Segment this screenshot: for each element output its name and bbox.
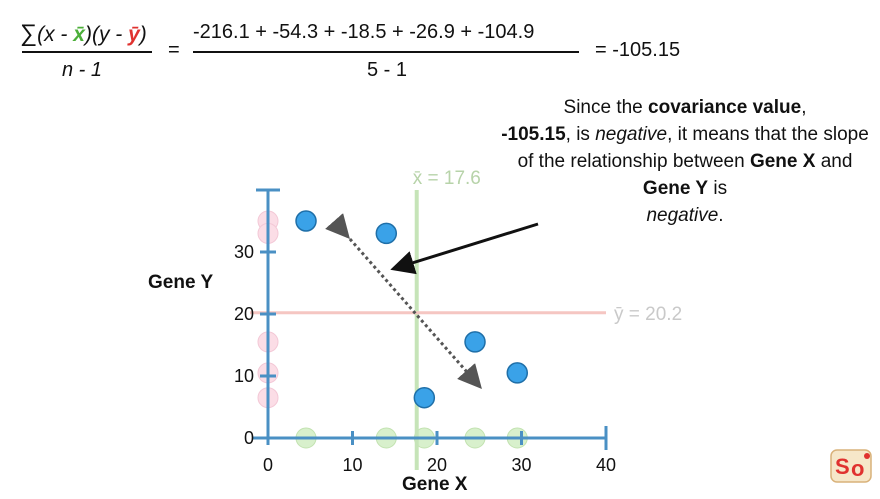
data-point — [506, 362, 529, 384]
y-bar-symbol: ȳ — [128, 23, 140, 46]
y-tick-label: 10 — [234, 366, 254, 386]
trend-arrow — [325, 213, 482, 390]
x-tick-label: 20 — [427, 455, 447, 475]
data-points — [295, 210, 529, 409]
sigma-symbol: ∑ — [20, 20, 38, 47]
equals-sign: = — [168, 39, 180, 61]
data-point — [464, 331, 486, 353]
note-text: is — [708, 178, 728, 199]
note-bold: Gene X — [749, 151, 816, 172]
note-italic: negative — [595, 124, 668, 145]
x-tick-label: 40 — [596, 455, 616, 475]
data-point — [375, 222, 398, 245]
fraction-bar-right — [193, 51, 579, 53]
note-text: , is — [565, 124, 596, 145]
data-point — [295, 210, 317, 232]
x-tick-label: 10 — [342, 455, 362, 475]
note-text: , it means that the slope of the relatio… — [517, 124, 869, 172]
data-point — [413, 386, 436, 409]
note-bold: covariance value — [648, 97, 802, 118]
formula-denominator-right: 5 - 1 — [367, 59, 408, 81]
explanation-note: Since the covariance value, -105.15, is … — [500, 94, 870, 229]
y-tick-label: 20 — [234, 304, 254, 324]
note-text: Since the — [563, 97, 649, 118]
formula-numerator-right: -216.1 + -54.3 + -18.5 + -26.9 + -104.9 — [193, 21, 535, 43]
note-bold: -105.15 — [501, 124, 566, 145]
note-text: and — [815, 151, 853, 172]
x-bar-symbol: x̄ — [73, 23, 85, 46]
formula-result: = -105.15 — [595, 39, 681, 61]
axes — [252, 188, 608, 450]
fraction-bar-left — [22, 51, 152, 53]
tick-labels: 0 10 20 30 40 0 10 20 30 — [234, 242, 616, 475]
x-tick-label: 0 — [263, 455, 273, 475]
y-tick-label: 0 — [244, 428, 254, 448]
svg-text:S: S — [835, 454, 850, 479]
x-mean-label: x̄ = 17.6 — [413, 168, 481, 189]
formula-part: ) — [139, 23, 147, 46]
formula-numerator-left: ∑(x - x̄)(y - ȳ) — [20, 22, 147, 47]
formula-part: (x - — [37, 23, 74, 46]
formula-part: )(y - — [84, 23, 129, 46]
logo-stamp-icon: S o — [830, 449, 872, 483]
x-axis-title: Gene X — [402, 474, 468, 495]
y-tick-label: 30 — [234, 242, 254, 262]
note-text: . — [718, 205, 724, 226]
callout-arrow — [390, 222, 539, 275]
formula-denominator-left: n - 1 — [62, 59, 103, 81]
rug-points — [257, 210, 528, 449]
x-tick-label: 30 — [511, 455, 531, 475]
y-mean-label: ȳ = 20.2 — [614, 304, 682, 325]
covariance-formula: ∑(x - x̄)(y - ȳ) n - 1 = -216.1 + -54.3 … — [0, 0, 880, 90]
note-text: , — [801, 97, 807, 118]
note-italic: negative — [646, 205, 719, 226]
note-bold: Gene Y — [642, 178, 709, 199]
svg-text:o: o — [851, 456, 864, 481]
y-axis-title: Gene Y — [148, 272, 214, 293]
